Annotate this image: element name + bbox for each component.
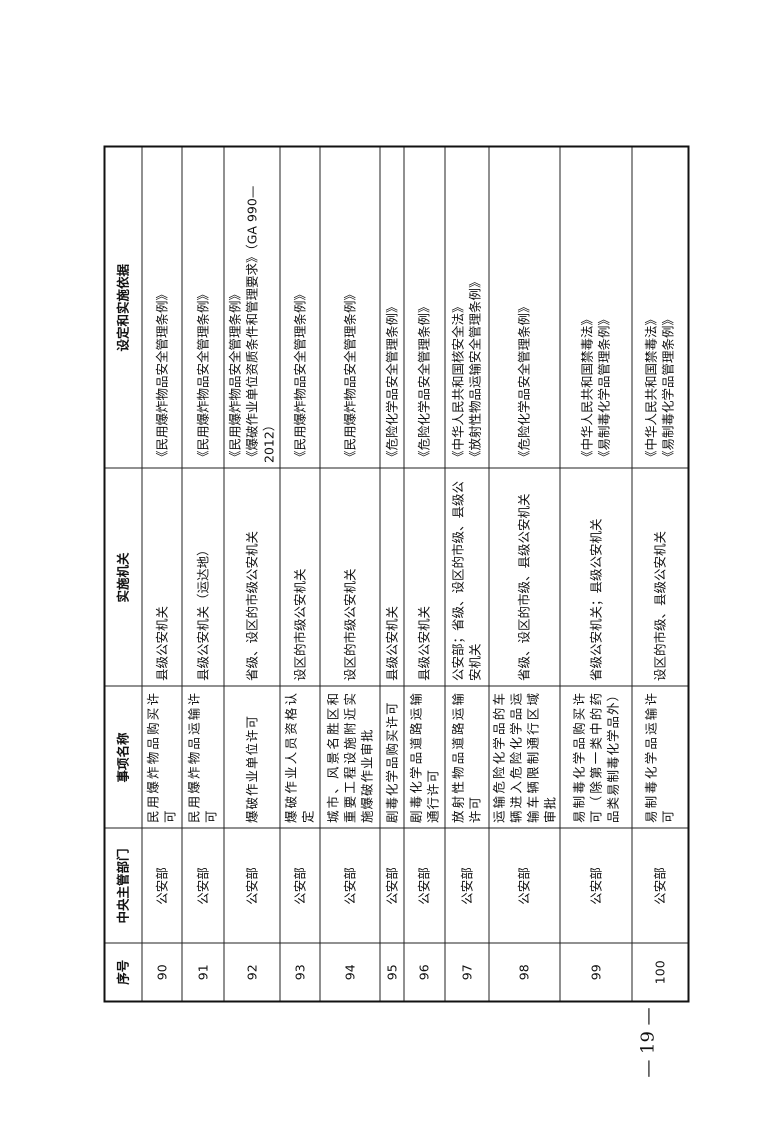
table-header-row: 序号 中央主管部门 事项名称 实施机关 设定和实施依据 — [104, 146, 142, 1002]
item-name-cell: 剧毒化学品道路运输通行许可 — [403, 686, 445, 829]
serial-no-cell: 95 — [379, 943, 404, 1002]
basis-line: 《民用爆炸物品安全管理条例》 — [154, 287, 169, 463]
header-authority: 实施机关 — [104, 468, 142, 687]
authority-cell: 设区的市级公安机关 — [319, 468, 380, 687]
serial-no-cell: 96 — [403, 943, 445, 1002]
item-name-cell: 民用爆炸物品运输许可 — [181, 686, 224, 829]
department-cell: 公安部 — [181, 828, 224, 944]
basis-line: 《放射性物品运输安全管理条例》 — [467, 275, 483, 463]
header-basis: 设定和实施依据 — [104, 146, 142, 469]
table-row: 95 公安部 剧毒化学品购买许可 县级公安机关 《危险化学品安全管理条例》 — [379, 146, 404, 1002]
department-cell: 公安部 — [223, 828, 280, 944]
header-department: 中央主管部门 — [104, 828, 142, 944]
basis-line: 《民用爆炸物品安全管理条例》 — [195, 287, 210, 463]
basis-line: 《危险化学品安全管理条例》 — [416, 300, 432, 463]
table-row: 96 公安部 剧毒化学品道路运输通行许可 县级公安机关 《危险化学品安全管理条例》 — [403, 146, 445, 1002]
authority-cell: 省级、设区的市级、县级公安机关 — [488, 468, 560, 687]
basis-cell: 《危险化学品安全管理条例》 — [379, 146, 404, 469]
basis-line: 《中华人民共和国禁毒法》 — [643, 312, 659, 463]
department-cell: 公安部 — [631, 828, 689, 944]
department-cell: 公安部 — [559, 828, 632, 944]
item-name-cell: 民用爆炸物品购买许可 — [141, 686, 182, 829]
item-name-cell: 易制毒化学品运输许可 — [631, 686, 689, 829]
page-number: — 19 — — [637, 1006, 659, 1078]
table-row: 100 公安部 易制毒化学品运输许可 设区的市级、县级公安机关 《中华人民共和国禁毒法》… — [631, 146, 689, 1002]
table-row: 92 公安部 爆破作业单位许可 省级、设区的市级公安机关 《民用爆炸物品安全管理条例》《… — [223, 146, 280, 1002]
basis-line: 《易制毒化学品管理条例》 — [660, 312, 676, 463]
serial-no-cell: 92 — [223, 943, 280, 1002]
basis-line: 《中华人民共和国核安全法》 — [450, 300, 466, 463]
basis-cell: 《危险化学品安全管理条例》 — [488, 146, 560, 469]
serial-no-cell: 91 — [181, 943, 224, 1002]
basis-line: 《中华人民共和国禁毒法》 — [579, 312, 595, 463]
department-cell: 公安部 — [488, 828, 560, 944]
basis-cell: 《中华人民共和国禁毒法》 《易制毒化学品管理条例》 — [631, 146, 689, 469]
basis-cell: 《民用爆炸物品安全管理条例》 — [279, 146, 320, 469]
basis-line: 《危险化学品安全管理条例》 — [384, 300, 399, 463]
authority-cell: 县级公安机关（运达地） — [181, 468, 224, 687]
table-row: 97 公安部 放射性物品道路运输许可 公安部；省级、设区的市级、县级公安机关 《中华人民… — [444, 146, 489, 1002]
basis-cell: 《民用爆炸物品安全管理条例》 《爆破作业单位资质条件和管理要求》（GA 990—2… — [223, 146, 280, 469]
basis-cell: 《民用爆炸物品安全管理条例》 — [141, 146, 182, 469]
authority-cell: 县级公安机关 — [141, 468, 182, 687]
department-cell: 公安部 — [379, 828, 404, 944]
basis-line: 《易制毒化学品管理条例》 — [596, 312, 612, 463]
serial-no-cell: 100 — [631, 943, 689, 1002]
header-item-name: 事项名称 — [104, 686, 142, 829]
basis-line: 《民用爆炸物品安全管理条例》 — [342, 287, 357, 463]
authority-cell: 公安部；省级、设区的市级、县级公安机关 — [444, 468, 489, 687]
basis-line: 《爆破作业单位资质条件和管理要求》（GA 990—2012） — [244, 185, 276, 463]
department-cell: 公安部 — [403, 828, 445, 944]
serial-no-cell: 93 — [279, 943, 320, 1002]
item-name-cell: 爆破作业单位许可 — [223, 686, 280, 829]
basis-line: 《民用爆炸物品安全管理条例》 — [227, 287, 242, 463]
serial-no-cell: 97 — [444, 943, 489, 1002]
item-name-cell: 易制毒化学品购买许可（除第一类中的药品类易制毒化学品外） — [559, 686, 632, 829]
department-cell: 公安部 — [319, 828, 380, 944]
table-row: 98 公安部 运输危险化学品的车辆进入危险化学品运输车辆限制通行区域审批 省级、设区的… — [488, 146, 560, 1002]
authority-cell: 省级公安机关；县级公安机关 — [559, 468, 632, 687]
department-cell: 公安部 — [279, 828, 320, 944]
item-name-cell: 城市、风景名胜区和重要工程设施附近实施爆破作业审批 — [319, 686, 380, 829]
basis-cell: 《中华人民共和国核安全法》 《放射性物品运输安全管理条例》 — [444, 146, 489, 469]
authority-cell: 设区的市级、县级公安机关 — [631, 468, 689, 687]
basis-cell: 《民用爆炸物品安全管理条例》 — [319, 146, 380, 469]
item-name-cell: 运输危险化学品的车辆进入危险化学品运输车辆限制通行区域审批 — [488, 686, 560, 829]
serial-no-cell: 98 — [488, 943, 560, 1002]
department-cell: 公安部 — [444, 828, 489, 944]
authority-cell: 省级、设区的市级公安机关 — [223, 468, 280, 687]
item-name-cell: 爆破作业人员资格认定 — [279, 686, 320, 829]
administrative-permit-table: 序号 中央主管部门 事项名称 实施机关 设定和实施依据 90 公安部 民用爆炸物品购… — [103, 145, 690, 1003]
authority-cell: 县级公安机关 — [379, 468, 404, 687]
basis-line: 《危险化学品安全管理条例》 — [516, 300, 532, 463]
authority-cell: 县级公安机关 — [403, 468, 445, 687]
table-row: 91 公安部 民用爆炸物品运输许可 县级公安机关（运达地） 《民用爆炸物品安全管理条例》 — [181, 146, 224, 1002]
table-row: 93 公安部 爆破作业人员资格认定 设区的市级公安机关 《民用爆炸物品安全管理条例》 — [279, 146, 320, 1002]
serial-no-cell: 94 — [319, 943, 380, 1002]
department-cell: 公安部 — [141, 828, 182, 944]
basis-cell: 《危险化学品安全管理条例》 — [403, 146, 445, 469]
item-name-cell: 剧毒化学品购买许可 — [379, 686, 404, 829]
table-row: 94 公安部 城市、风景名胜区和重要工程设施附近实施爆破作业审批 设区的市级公安机关《… — [319, 146, 380, 1002]
basis-cell: 《中华人民共和国禁毒法》 《易制毒化学品管理条例》 — [559, 146, 632, 469]
table-row: 90 公安部 民用爆炸物品购买许可 县级公安机关 《民用爆炸物品安全管理条例》 — [141, 146, 182, 1002]
item-name-cell: 放射性物品道路运输许可 — [444, 686, 489, 829]
serial-no-cell: 90 — [141, 943, 182, 1002]
table-row: 99 公安部 易制毒化学品购买许可（除第一类中的药品类易制毒化学品外） 省级公安机关；… — [559, 146, 632, 1002]
basis-cell: 《民用爆炸物品安全管理条例》 — [181, 146, 224, 469]
serial-no-cell: 99 — [559, 943, 632, 1002]
authority-cell: 设区的市级公安机关 — [279, 468, 320, 687]
header-serial-no: 序号 — [104, 943, 142, 1002]
basis-line: 《民用爆炸物品安全管理条例》 — [292, 287, 307, 463]
rotated-table-wrapper: 序号 中央主管部门 事项名称 实施机关 设定和实施依据 90 公安部 民用爆炸物品购… — [103, 145, 690, 1003]
